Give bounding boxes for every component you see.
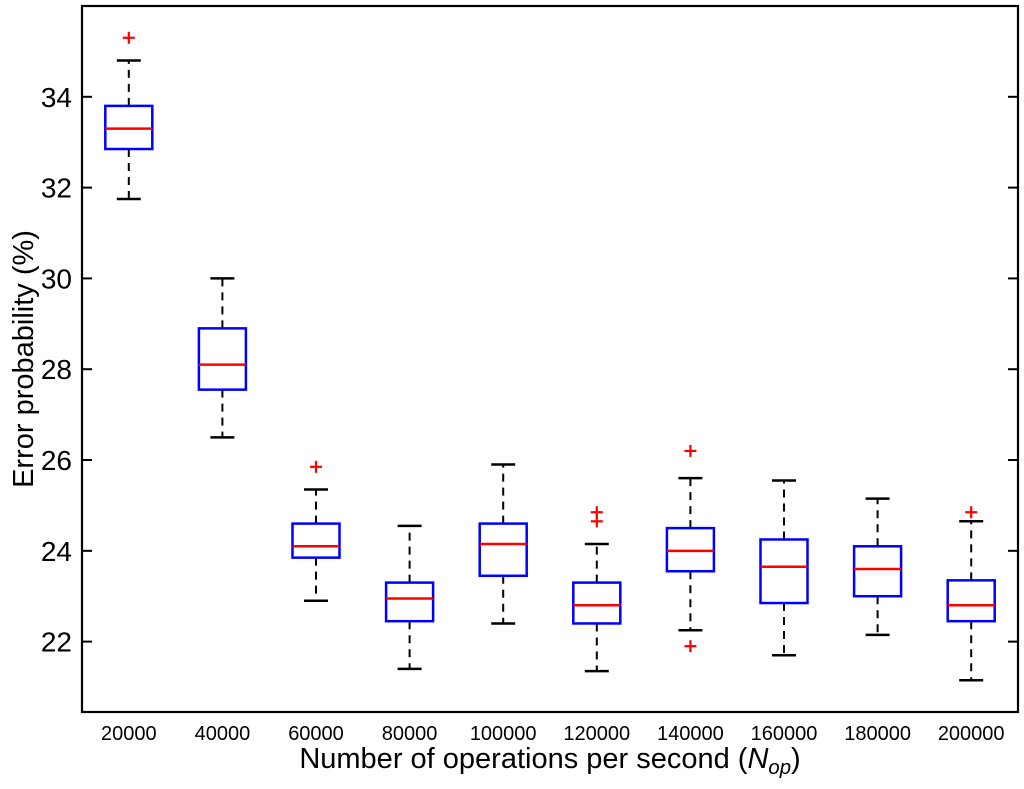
outlier-marker [310, 460, 322, 473]
y-tick-label: 32 [41, 173, 72, 204]
x-axis-label-subscript: op [768, 756, 791, 779]
y-tick-label: 26 [41, 445, 72, 476]
iqr-box [384, 581, 435, 623]
y-axis-label: Error probability (%) [8, 230, 40, 488]
x-tick-label: 100000 [470, 723, 537, 745]
box-group-140000 [665, 444, 716, 653]
x-axis: 20000 40000 60000 80000 100000 120000 140000 16… [101, 723, 1005, 745]
box-group-200000 [946, 506, 996, 682]
y-tick-label: 28 [41, 354, 72, 385]
y-tick-label: 34 [41, 82, 72, 113]
iqr-box [291, 522, 341, 559]
x-tick-label: 140000 [657, 723, 724, 745]
box-group-120000 [572, 506, 622, 673]
outlier-marker [684, 444, 697, 457]
box-group-20000 [104, 31, 154, 201]
x-axis-label-text: Number of operations per second ( [299, 743, 748, 775]
x-tick-label: 120000 [563, 723, 630, 745]
outlier-marker [684, 640, 697, 653]
x-tick-label: 160000 [751, 723, 818, 745]
y-tick-label: 30 [41, 263, 72, 294]
x-axis-label-close-paren: ) [790, 743, 801, 775]
outlier-marker [965, 506, 978, 519]
x-tick-label: 20000 [101, 723, 157, 745]
box-group-60000 [291, 460, 341, 603]
x-tick-label: 180000 [844, 723, 911, 745]
iqr-box [852, 545, 903, 598]
iqr-box [946, 579, 996, 623]
x-tick-label: 80000 [382, 723, 438, 745]
box-group-160000 [759, 479, 809, 657]
x-tick-label: 200000 [938, 723, 1005, 745]
plot-border [80, 4, 1020, 714]
y-axis: 22 24 26 28 30 32 34 [41, 82, 1017, 658]
x-tick-label: 60000 [288, 723, 344, 745]
box-group-180000 [852, 497, 903, 637]
iqr-box [478, 522, 528, 578]
y-tick-label: 22 [41, 627, 72, 658]
iqr-box [197, 327, 248, 391]
y-tick-label: 24 [41, 536, 72, 567]
x-axis-label-variable: N [747, 743, 769, 775]
iqr-box [759, 538, 809, 605]
box-group-80000 [384, 524, 435, 671]
iqr-box [572, 581, 622, 625]
outlier-marker [590, 506, 603, 519]
box-group-100000 [478, 463, 528, 625]
outlier-marker [122, 31, 135, 44]
x-axis-label: Number of operations per second (Nop) [82, 743, 1018, 783]
box-group-40000 [197, 277, 248, 439]
x-tick-label: 40000 [195, 723, 251, 745]
